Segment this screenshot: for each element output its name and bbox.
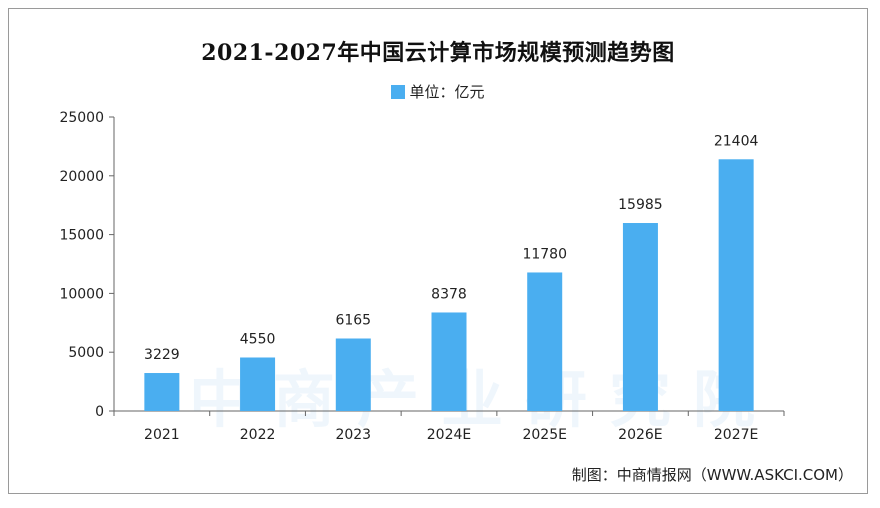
axes: 0 5000 10000 15000 20000 25000 2021 2022 2023 202… bbox=[59, 110, 785, 443]
bars bbox=[144, 159, 754, 411]
chart-frame: 中商产业研究院 2021-2027年中国云计算市场规模预测趋势图 单位：亿元 0… bbox=[8, 8, 868, 494]
data-label: 6165 bbox=[335, 312, 371, 328]
y-tick-label: 20000 bbox=[59, 169, 104, 185]
value-labels: 3229 4550 6165 8378 11780 15985 21404 bbox=[144, 133, 758, 363]
data-label: 21404 bbox=[714, 133, 759, 149]
chart-title: 2021-2027年中国云计算市场规模预测趋势图 bbox=[201, 40, 675, 66]
y-tick-label: 0 bbox=[95, 404, 104, 420]
source-credit: 制图：中商情报网（WWW.ASKCI.COM） bbox=[571, 466, 853, 484]
legend-label: 单位：亿元 bbox=[409, 83, 485, 101]
x-tick-label: 2023 bbox=[335, 427, 371, 443]
bar-2021 bbox=[144, 373, 180, 411]
data-label: 15985 bbox=[618, 197, 663, 213]
bar-2022 bbox=[240, 357, 276, 411]
x-tick-label: 2024E bbox=[427, 427, 471, 443]
x-tick-label: 2021 bbox=[144, 427, 180, 443]
x-tick-label: 2026E bbox=[618, 427, 662, 443]
y-tick-label: 5000 bbox=[68, 345, 104, 361]
y-tick-label: 10000 bbox=[59, 286, 104, 302]
bar-2027E bbox=[718, 159, 754, 411]
data-label: 4550 bbox=[240, 331, 276, 347]
bar-2023 bbox=[335, 338, 371, 411]
bar-2024E bbox=[431, 312, 467, 411]
legend-swatch bbox=[391, 85, 406, 99]
data-label: 8378 bbox=[431, 286, 467, 302]
legend: 单位：亿元 bbox=[9, 81, 867, 102]
data-label: 11780 bbox=[522, 246, 567, 262]
y-tick-label: 25000 bbox=[59, 110, 104, 126]
x-tick-label: 2025E bbox=[522, 427, 566, 443]
x-tick-label: 2022 bbox=[240, 427, 276, 443]
bar-2025E bbox=[527, 272, 563, 411]
bar-2026E bbox=[622, 223, 658, 411]
x-tick-label: 2027E bbox=[714, 427, 758, 443]
plot-area: 0 5000 10000 15000 20000 25000 2021 2022 2023 202… bbox=[59, 110, 785, 443]
y-tick-label: 15000 bbox=[59, 228, 104, 244]
data-label: 3229 bbox=[144, 347, 180, 363]
